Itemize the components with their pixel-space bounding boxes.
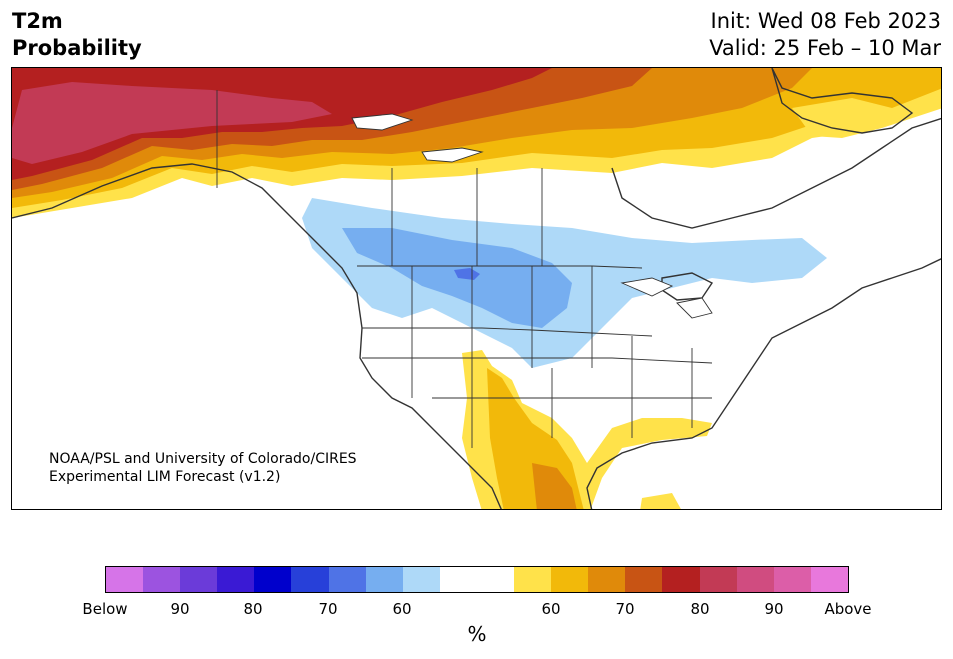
colorbar-swatch-12 xyxy=(551,567,589,592)
credit-text: NOAA/PSL and University of Colorado/CIRE… xyxy=(49,450,357,486)
coastlines xyxy=(12,68,941,509)
anomaly-above-90-north xyxy=(12,82,332,164)
chart-title: T2m Probability xyxy=(12,8,142,62)
colorbar-swatch-8 xyxy=(402,567,440,592)
anomaly-above-60-northeast xyxy=(792,98,892,138)
colorbar-swatch-15 xyxy=(662,567,700,592)
colorbar-swatch-16 xyxy=(699,567,737,592)
anomaly-below-70 xyxy=(454,268,480,280)
anomaly-above-65-gulf xyxy=(640,493,681,509)
colorbar-tick-below-60: 60 xyxy=(392,600,412,618)
colorbar-swatch-0 xyxy=(106,567,144,592)
colorbar-tick-above-90: 90 xyxy=(764,600,784,618)
colorbar-swatch-6 xyxy=(328,567,366,592)
date-info: Init: Wed 08 Feb 2023 Valid: 25 Feb – 10… xyxy=(709,8,941,62)
colorbar-tick-below-90: 90 xyxy=(170,600,190,618)
colorbar-swatch-3 xyxy=(217,567,255,592)
colorbar-tick-above-70: 70 xyxy=(615,600,635,618)
anomaly-below-65 xyxy=(342,228,572,328)
political-borders xyxy=(216,90,713,448)
title-line-2: Probability xyxy=(12,36,142,60)
colorbar-swatch-2 xyxy=(180,567,218,592)
lakes xyxy=(351,113,713,319)
colorbar-tick-above-80: 80 xyxy=(690,600,710,618)
colorbar-tick-above: Above xyxy=(824,600,872,618)
forecast-map xyxy=(11,67,942,510)
valid-range: Valid: 25 Feb – 10 Mar xyxy=(709,36,941,60)
colorbar-tick-below: Below xyxy=(82,600,128,618)
colorbar-tick-above-60: 60 xyxy=(541,600,561,618)
colorbar-swatch-4 xyxy=(254,567,292,592)
colorbar-swatch-10 xyxy=(476,567,515,592)
colorbar-unit: % xyxy=(467,622,487,646)
colorbar xyxy=(105,566,849,593)
colorbar-swatch-18 xyxy=(773,567,811,592)
colorbar-swatch-17 xyxy=(736,567,774,592)
anomaly-above-70-mexico xyxy=(532,463,577,509)
colorbar-tick-below-80: 80 xyxy=(243,600,263,618)
colorbar-swatch-13 xyxy=(588,567,626,592)
colorbar-swatch-11 xyxy=(514,567,552,592)
colorbar-swatch-14 xyxy=(625,567,663,592)
colorbar-swatch-5 xyxy=(291,567,329,592)
credit-line-1: NOAA/PSL and University of Colorado/CIRE… xyxy=(49,451,357,467)
colorbar-tick-below-70: 70 xyxy=(318,600,338,618)
credit-line-2: Experimental LIM Forecast (v1.2) xyxy=(49,469,281,485)
colorbar-swatch-1 xyxy=(143,567,181,592)
title-line-1: T2m xyxy=(12,9,63,33)
map-svg xyxy=(12,68,941,509)
colorbar-swatch-9 xyxy=(439,567,477,592)
colorbar-swatch-7 xyxy=(365,567,403,592)
colorbar-swatch-19 xyxy=(810,567,848,592)
init-date: Init: Wed 08 Feb 2023 xyxy=(710,9,941,33)
